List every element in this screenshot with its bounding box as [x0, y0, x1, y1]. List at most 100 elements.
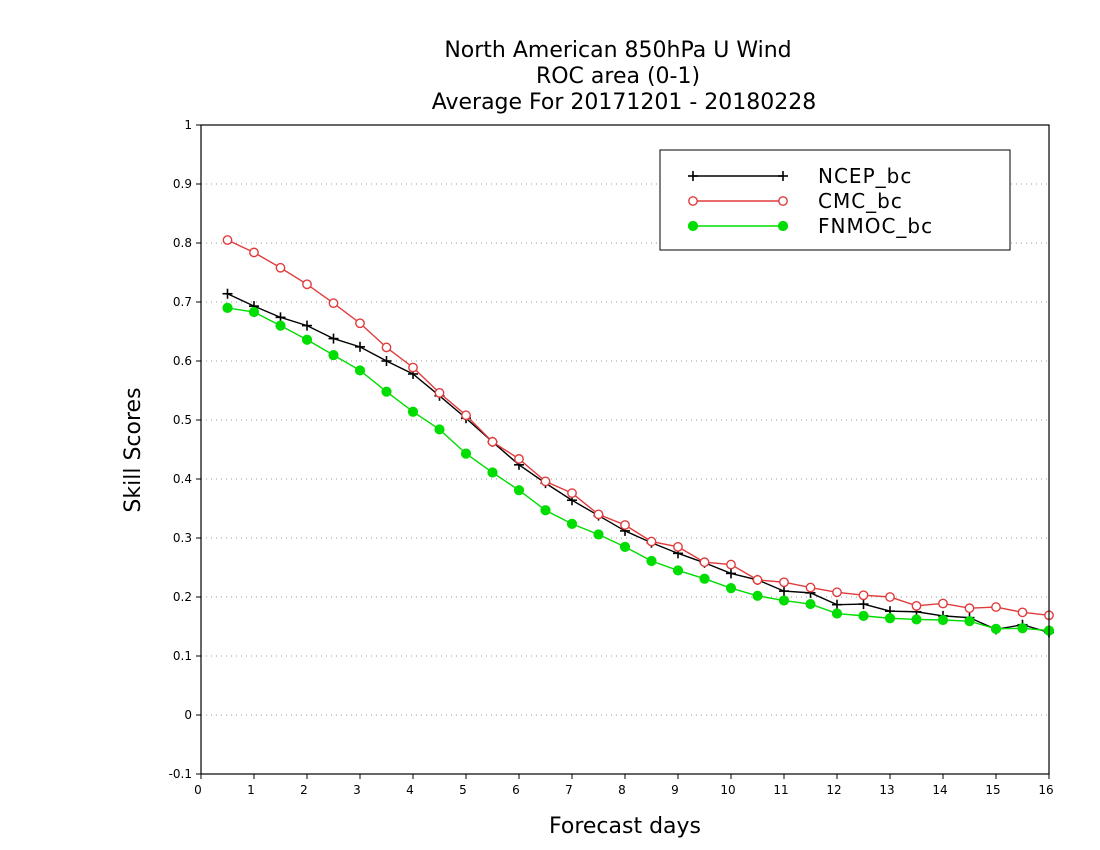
- data-point: [752, 574, 763, 585]
- plot-frame: [200, 124, 1050, 775]
- data-point: [328, 333, 339, 344]
- x-tick-label: 4: [406, 783, 414, 797]
- data-point: [461, 410, 471, 421]
- data-point: [355, 341, 365, 352]
- data-point: [408, 362, 418, 373]
- x-tick-label: 16: [1038, 783, 1053, 797]
- chart-title: North American 850hPa U Wind ROC area (0…: [432, 38, 817, 115]
- y-tick-label: 0.3: [173, 531, 192, 545]
- data-point: [778, 595, 790, 606]
- data-point: [275, 320, 286, 331]
- x-tick-label: 13: [879, 783, 894, 797]
- data-point: [301, 334, 313, 345]
- series-CMC_bc: [222, 235, 1054, 621]
- data-point: [619, 541, 631, 552]
- y-tick-label: 0.5: [173, 413, 192, 427]
- data-point: [222, 288, 233, 299]
- legend-box: [659, 149, 1011, 251]
- data-point: [725, 583, 737, 594]
- data-point: [302, 279, 312, 290]
- y-tick-label: -0.1: [169, 767, 192, 781]
- x-tick-label: 0: [194, 783, 202, 797]
- chart-title-line-1: North American 850hPa U Wind: [444, 38, 791, 63]
- y-tick-label: 1: [184, 118, 192, 132]
- data-point: [911, 614, 922, 625]
- data-point: [858, 599, 869, 610]
- y-tick-label: 0.1: [173, 649, 192, 663]
- legend-marker-right: [777, 220, 789, 232]
- x-tick-label: 2: [300, 783, 308, 797]
- legend-marker-right: [778, 171, 788, 181]
- data-point: [355, 318, 365, 329]
- data-point: [620, 520, 630, 530]
- data-point: [646, 555, 657, 567]
- data-point: [726, 559, 736, 570]
- data-point: [699, 557, 710, 568]
- data-point: [302, 320, 312, 331]
- y-tick-label: 0.7: [173, 295, 192, 309]
- y-axis-ticks: -0.1 0 0.1 0.2 0.3 0.4 0.5 0.6 0.7 0.8 0.9 1: [169, 118, 201, 781]
- x-tick-label: 7: [565, 783, 573, 797]
- data-point: [381, 356, 392, 366]
- legend-label: NCEP_bc: [818, 164, 912, 188]
- data-point: [1017, 623, 1028, 634]
- legend-marker-left: [688, 196, 698, 206]
- data-point: [805, 582, 816, 593]
- data-point: [249, 247, 259, 258]
- legend-marker-left: [688, 171, 698, 181]
- y-tick-label: 0.8: [173, 236, 192, 250]
- data-point: [673, 541, 683, 552]
- gridlines: [201, 183, 1049, 716]
- data-point: [699, 573, 710, 584]
- data-point: [567, 488, 577, 499]
- x-axis-title: Forecast days: [549, 814, 701, 839]
- x-tick-label: 12: [826, 783, 841, 797]
- data-point: [328, 350, 339, 361]
- series-line: [227, 239, 1050, 616]
- series-FNMOC_bc: [222, 302, 1055, 636]
- chart-title-line-3: Average For 20171201 - 20180228: [432, 90, 817, 115]
- data-point: [381, 342, 392, 353]
- data-point: [937, 614, 949, 626]
- x-tick-label: 15: [985, 783, 1000, 797]
- data-point: [593, 509, 604, 520]
- y-tick-label: 0.6: [173, 354, 192, 368]
- data-point: [831, 608, 843, 619]
- data-point: [354, 365, 366, 376]
- data-point: [513, 485, 525, 496]
- data-point: [248, 306, 260, 318]
- legend-marker-right: [778, 196, 788, 206]
- legend-entry: NCEP_bc: [688, 164, 912, 188]
- chart-title-line-2: ROC area (0-1): [536, 64, 700, 89]
- data-point: [434, 424, 445, 435]
- legend-marker-left: [687, 220, 699, 232]
- data-point: [832, 587, 842, 598]
- x-tick-label: 9: [671, 783, 679, 797]
- data-point: [991, 602, 1001, 612]
- data-point: [832, 599, 842, 610]
- x-tick-label: 10: [720, 783, 735, 797]
- data-point: [858, 610, 869, 621]
- data-point: [911, 600, 922, 611]
- data-point: [884, 613, 896, 624]
- data-point: [858, 590, 869, 601]
- y-tick-label: 0.2: [173, 590, 192, 604]
- data-point: [938, 598, 948, 609]
- data-point: [672, 565, 684, 576]
- y-axis-title: Skill Scores: [121, 387, 146, 512]
- data-point: [566, 518, 578, 529]
- series-line: [227, 293, 1050, 634]
- data-point: [434, 387, 445, 398]
- data-point: [805, 598, 816, 610]
- data-point: [381, 386, 392, 397]
- x-tick-label: 8: [618, 783, 626, 797]
- data-point: [460, 448, 472, 459]
- data-point: [487, 467, 498, 478]
- x-tick-label: 3: [353, 783, 361, 797]
- y-tick-label: 0.4: [173, 472, 192, 486]
- data-point: [885, 592, 895, 602]
- data-point: [514, 454, 524, 464]
- data-point: [275, 262, 286, 273]
- y-tick-label: 0.9: [173, 177, 192, 191]
- series-line: [227, 307, 1050, 632]
